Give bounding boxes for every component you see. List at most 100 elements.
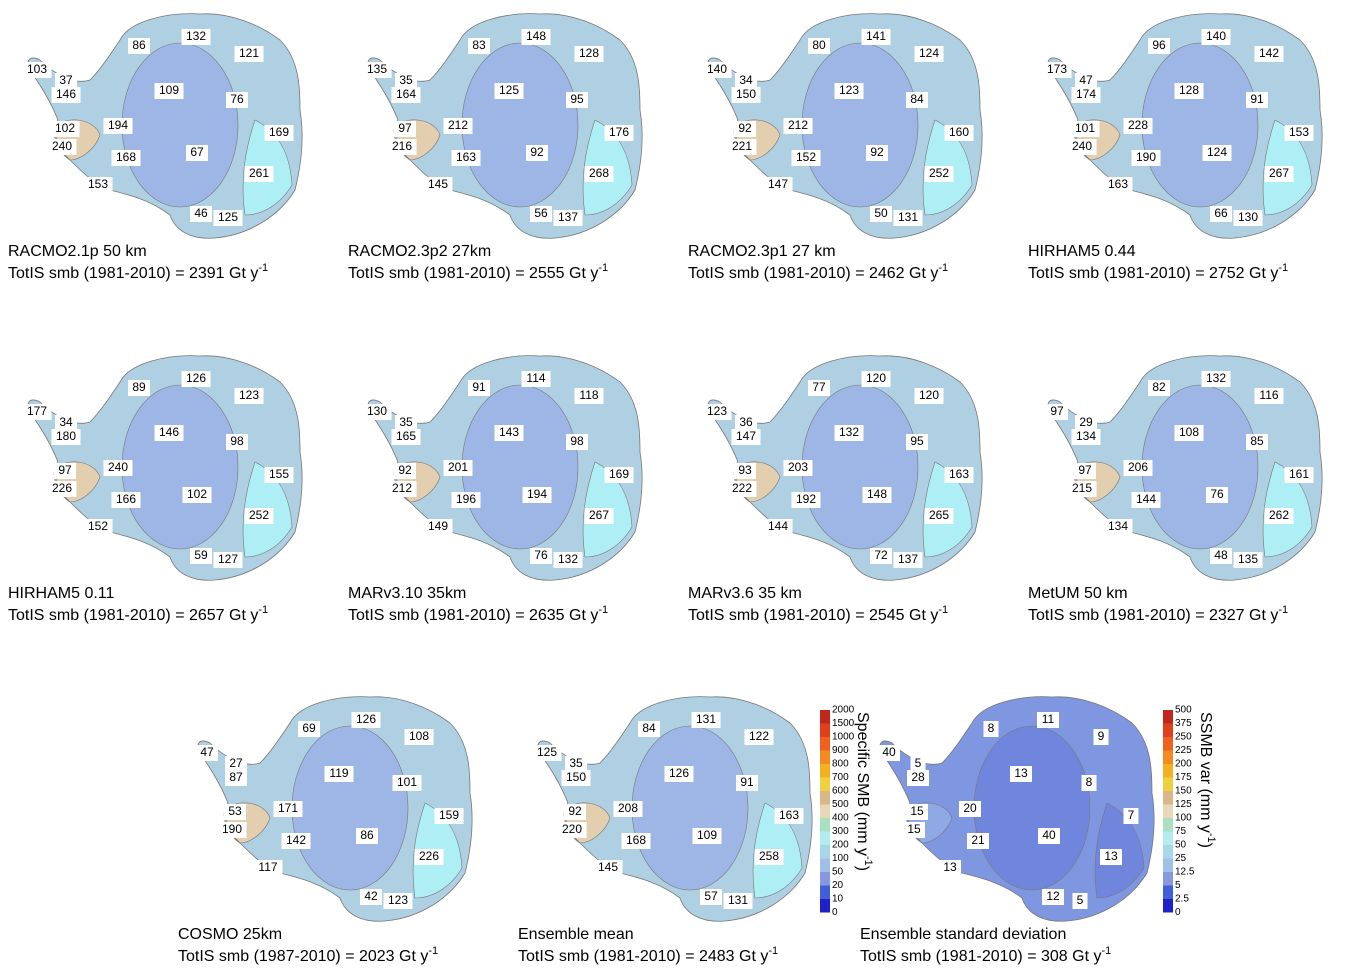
colorbar-swatch [820, 710, 830, 724]
basin-value: 134 [1076, 429, 1096, 443]
panel-title: RACMO2.3p2 27km [348, 243, 491, 260]
colorbar-tick-label: 225 [1175, 745, 1192, 756]
colorbar-swatch [820, 885, 830, 899]
label-box [774, 808, 804, 824]
subtitle-text: TotIS smb (1981-2010) = 2657 Gt y [8, 607, 258, 624]
label-box [494, 83, 524, 99]
basin-value: 212 [788, 118, 808, 132]
label-box [47, 139, 77, 155]
label-box [217, 822, 247, 838]
basin-value: 262 [1269, 508, 1289, 522]
label-box [1131, 150, 1161, 166]
label-box [264, 125, 294, 141]
label-box [111, 492, 141, 508]
colorbar-tick-label: 200 [1175, 759, 1192, 770]
label-box [727, 139, 757, 155]
label-box [83, 519, 113, 535]
label-box [1254, 388, 1284, 404]
basin-value: 228 [1128, 118, 1148, 132]
basin-value: 125 [537, 745, 557, 759]
basin-value: 252 [929, 166, 949, 180]
colorbar-swatch [820, 818, 830, 832]
label-box [213, 552, 243, 568]
label-box [924, 508, 954, 524]
colorbar-swatch [820, 750, 830, 764]
interior-region [801, 384, 919, 550]
basin-value: 196 [456, 492, 476, 506]
label-box [744, 729, 774, 745]
basin-value: 132 [186, 29, 206, 43]
basin-value: 220 [562, 822, 582, 836]
interior-region [801, 42, 919, 208]
label-box [735, 73, 757, 89]
basin-value: 123 [839, 83, 859, 97]
basin-value: 128 [579, 46, 599, 60]
colorbar-tick-label: 1500 [832, 718, 855, 729]
label-box [1075, 73, 1097, 89]
basin-value: 83 [472, 38, 486, 52]
basin-value: 176 [609, 125, 629, 139]
panel-title: RACMO2.3p1 27 km [688, 243, 836, 260]
label-box [557, 822, 587, 838]
label-box [1081, 775, 1097, 791]
basin-value: 123 [239, 388, 259, 402]
basin-value: 159 [439, 808, 459, 822]
label-box [451, 492, 481, 508]
colorbar-title-sup: -1 [862, 856, 874, 866]
basin-value: 268 [589, 166, 609, 180]
colorbar-tick-label: 1000 [832, 732, 855, 743]
label-box [727, 481, 757, 497]
basin-value: 130 [1238, 210, 1258, 224]
basin-value: 13 [1014, 766, 1028, 780]
label-box [391, 429, 421, 445]
basin-value: 163 [1108, 177, 1128, 191]
label-box [22, 404, 52, 420]
basin-value: 40 [882, 745, 896, 759]
basin-value: 153 [88, 177, 108, 191]
basin-value: 141 [866, 29, 886, 43]
basin-value: 86 [132, 38, 146, 52]
basin-value: 93 [738, 463, 752, 477]
label-box [351, 712, 381, 728]
basin-value: 240 [108, 460, 128, 474]
label-box [910, 756, 926, 772]
label-box [103, 118, 133, 134]
subtitle-text: TotIS smb (1981-2010) = 2635 Gt y [348, 607, 598, 624]
label-box [190, 206, 212, 222]
colorbar-title: SSMB var (mm y-1) [1197, 712, 1217, 848]
colorbar-swatch [820, 872, 830, 886]
label-box [51, 429, 81, 445]
panel-title: RACMO2.1p 50 km [8, 243, 147, 260]
label-box [362, 404, 392, 420]
panel-title: COSMO 25km [178, 926, 282, 943]
label-box [1284, 125, 1314, 141]
interior-region [121, 384, 239, 550]
basin-value: 15 [907, 822, 921, 836]
label-box [959, 801, 981, 817]
label-box [526, 145, 548, 161]
label-box [395, 415, 417, 431]
label-box [51, 87, 81, 103]
basin-value: 8 [988, 721, 995, 735]
interior-region [631, 725, 749, 891]
label-box [434, 808, 464, 824]
basin-value: 125 [218, 210, 238, 224]
label-box [521, 29, 551, 45]
colorbar-tick-label: 900 [832, 745, 849, 756]
basin-value: 180 [56, 429, 76, 443]
subtitle-text: TotIS smb (1981-2010) = 2462 Gt y [688, 265, 938, 282]
label-box [1100, 849, 1122, 865]
subtitle-text: TotIS smb (1981-2010) = 2391 Gt y [8, 265, 258, 282]
label-box [691, 712, 721, 728]
panel-subtitle: TotIS smb (1981-2010) = 2391 Gt y-1 [8, 262, 268, 282]
label-box [522, 487, 552, 503]
basin-value: 89 [132, 380, 146, 394]
basin-value: 84 [642, 721, 656, 735]
basin-value: 148 [867, 487, 887, 501]
label-box [621, 833, 651, 849]
basin-value: 128 [1179, 83, 1199, 97]
basin-value: 11 [1042, 712, 1055, 726]
label-box [1254, 46, 1284, 62]
